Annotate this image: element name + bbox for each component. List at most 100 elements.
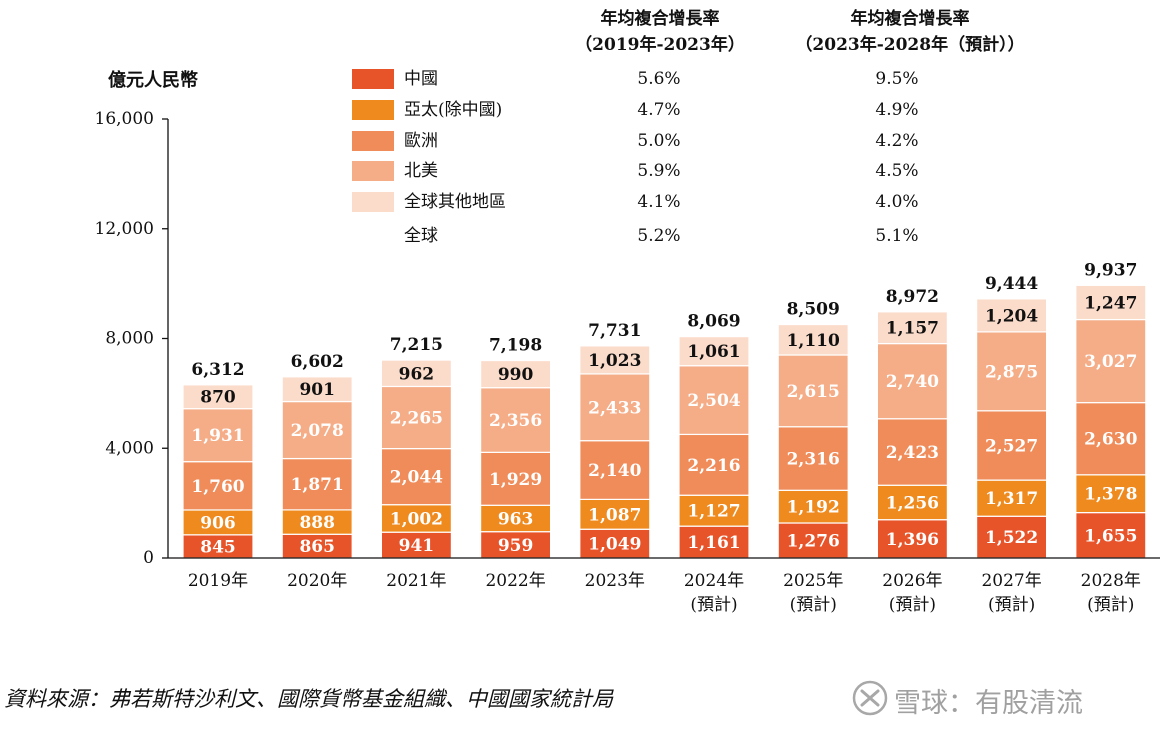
x-tick-label: 2021年: [386, 571, 446, 591]
bar-segment: [480, 504, 552, 533]
bar-value-label: 906: [200, 513, 236, 533]
y-tick-label: 8,000: [105, 329, 154, 349]
bar-total-label: 7,731: [588, 321, 641, 341]
bar-value-label: 3,027: [1084, 352, 1137, 372]
cagr1-period: （2019年-2023年）: [575, 35, 745, 55]
x-tick-note: (預計): [889, 595, 936, 615]
bar-segment: [281, 457, 353, 511]
bar-value-label: 2,630: [1084, 430, 1137, 450]
x-tick-label: 2028年: [1081, 571, 1141, 591]
cagr2-title: 年均複合增長率: [850, 9, 970, 29]
bar-value-label: 2,615: [787, 382, 840, 402]
bar-segment: [975, 410, 1048, 481]
bar-segment: [281, 509, 353, 535]
bar-segment: [380, 359, 452, 388]
x-tick-label: 2019年: [188, 571, 248, 591]
legend-cagr1-apac: 4.7%: [637, 100, 681, 120]
bar-value-label: 1,931: [191, 426, 244, 446]
bar-segment: [1075, 318, 1147, 404]
legend-label-europe: 歐洲: [404, 131, 438, 151]
bar-value-label: 1,002: [390, 509, 443, 529]
watermark-text: 雪球：有股清流: [894, 687, 1083, 719]
legend-label-global: 全球: [404, 226, 438, 246]
bar-value-label: 1,929: [489, 470, 542, 490]
bar-value-label: 2,044: [390, 468, 443, 488]
legend-row-north-america: 北美 5.9% 4.5%: [352, 158, 952, 184]
bar-value-label: 1,396: [886, 530, 939, 550]
legend-label-apac: 亞太(除中國): [404, 100, 503, 120]
bar-value-label: 1,378: [1084, 485, 1137, 505]
bar-total-label: 6,312: [191, 360, 244, 380]
legend-swatch-north-america: [352, 161, 394, 181]
legend-cagr1-europe: 5.0%: [637, 131, 681, 151]
y-tick-label: 12,000: [95, 219, 154, 239]
bar-segment: [182, 384, 254, 410]
x-tick-note: (預計): [1087, 595, 1134, 615]
watermark: 雪球：有股清流: [852, 680, 1083, 720]
bar-value-label: 1,760: [191, 477, 244, 497]
legend-label-china: 中國: [404, 69, 438, 89]
bar-value-label: 941: [399, 536, 435, 556]
legend-cagr2-europe: 4.2%: [875, 131, 919, 151]
bar-segment: [480, 451, 552, 506]
bar-value-label: 2,504: [687, 391, 740, 411]
bar-value-label: 959: [498, 536, 534, 556]
bar-value-label: 1,161: [687, 533, 740, 553]
bar-value-label: 1,087: [588, 505, 641, 525]
x-tick-label: 2025年: [783, 571, 843, 591]
legend-cagr2-global: 5.1%: [875, 226, 919, 246]
bar-value-label: 990: [498, 365, 534, 385]
bar-value-label: 845: [200, 537, 236, 557]
bar-segment: [975, 298, 1048, 333]
legend-cagr2-china: 9.5%: [875, 69, 919, 89]
y-tick-label: 4,000: [105, 438, 154, 458]
legend-cagr1-north-america: 5.9%: [637, 161, 681, 181]
bar-value-label: 1,655: [1084, 526, 1137, 546]
bar-segment: [380, 504, 452, 533]
legend-cagr2-north-america: 4.5%: [875, 161, 919, 181]
bar-value-label: 1,049: [588, 535, 641, 555]
bar-value-label: 2,265: [390, 409, 443, 429]
legend-row-rest-of-world: 全球其他地區 4.1% 4.0%: [352, 189, 952, 215]
bar-value-label: 2,140: [588, 461, 641, 481]
bar-total-label: 7,198: [489, 336, 542, 356]
bar-segment: [480, 359, 552, 389]
bar-segment: [281, 400, 353, 460]
legend-row-china: 中國 5.6% 9.5%: [352, 66, 952, 92]
legend-cagr1-rest-of-world: 4.1%: [637, 192, 681, 212]
bar-segment: [777, 354, 849, 428]
bar-segment: [678, 336, 750, 367]
bar-segment: [777, 426, 849, 491]
bar-segment: [182, 509, 254, 536]
bar-segment: [975, 331, 1048, 412]
bar-segment: [975, 479, 1048, 517]
bar-value-label: 1,061: [687, 342, 740, 362]
bar-value-label: 2,875: [985, 362, 1038, 382]
x-tick-note: (預計): [790, 595, 837, 615]
bar-segment: [281, 376, 353, 403]
y-axis-label: 億元人民幣: [108, 70, 198, 91]
bar-total-label: 9,937: [1084, 260, 1137, 280]
bar-segment: [678, 365, 750, 436]
cagr-header-2019-2023: 年均複合增長率 （2019年-2023年）: [560, 6, 760, 58]
bar-total-label: 7,215: [390, 335, 443, 355]
cagr2-period: （2023年-2028年（預計））: [795, 35, 1025, 55]
y-tick-label: 16,000: [95, 109, 154, 129]
cagr1-title: 年均複合增長率: [600, 9, 720, 29]
bar-segment: [480, 387, 552, 453]
bar-segment: [777, 323, 849, 356]
legend-swatch-apac: [352, 100, 394, 120]
bar-segment: [579, 373, 651, 442]
bar-value-label: 2,740: [886, 372, 939, 392]
bar-total-label: 8,509: [787, 300, 840, 320]
x-tick-label: 2027年: [981, 571, 1041, 591]
bar-value-label: 1,192: [787, 498, 840, 518]
bar-segment: [777, 522, 849, 559]
bar-total-label: 6,602: [291, 352, 344, 372]
legend-label-north-america: 北美: [404, 161, 438, 181]
bar-segment: [480, 531, 552, 559]
bar-value-label: 2,423: [886, 443, 939, 463]
bar-value-label: 2,316: [787, 450, 840, 470]
stacked-bar-chart: 0 4,000 8,000 12,000 16,000 845 906 1,760 1,931 8…: [95, 109, 1160, 615]
bar-value-label: 1,276: [787, 531, 840, 551]
